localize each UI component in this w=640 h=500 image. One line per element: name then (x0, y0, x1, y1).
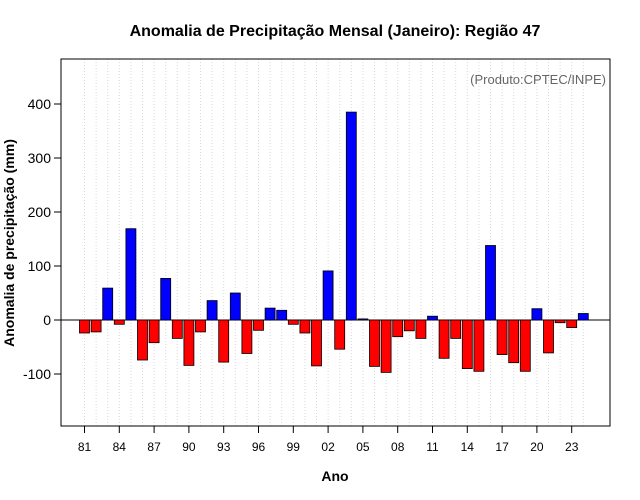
bar-1992 (206, 300, 218, 321)
bar-1996 (253, 319, 264, 331)
bar-2005 (357, 318, 369, 321)
x-tick-label: 08 (391, 440, 405, 454)
bars (79, 111, 589, 373)
x-tick-label: 87 (147, 440, 161, 454)
bar-2001 (311, 319, 322, 367)
bar-2019 (519, 319, 531, 372)
x-tick-label: 11 (426, 440, 439, 454)
bar-1990 (183, 319, 195, 366)
bar-2020 (531, 308, 543, 321)
bar-2010 (415, 319, 427, 339)
y-axis-label: Anomalia de precipitação (mm) (1, 139, 17, 347)
vertical-grid (84, 59, 584, 426)
bar-2012 (438, 319, 450, 359)
x-tick-label: 20 (530, 440, 544, 454)
y-axis: -100 0 100 200 300 400 (23, 96, 61, 382)
bar-1983 (102, 287, 114, 321)
bar-2023 (566, 319, 578, 328)
y-tick-label: 0 (43, 312, 51, 328)
y-tick-label: 300 (28, 150, 52, 166)
bar-1984 (113, 319, 125, 325)
bar-1991 (195, 319, 206, 333)
bar-2021 (543, 319, 554, 354)
bar-1982 (90, 319, 102, 333)
y-tick-label: 100 (28, 258, 52, 274)
y-tick-label: -100 (23, 366, 51, 382)
bar-2007 (380, 319, 392, 373)
x-axis-label: Ano (321, 468, 348, 484)
x-tick-label: 81 (78, 440, 92, 454)
bar-2004 (345, 111, 357, 321)
source-annotation: (Produto:CPTEC/INPE) (470, 72, 606, 87)
x-tick-label: 84 (113, 440, 127, 454)
bar-1988 (160, 277, 172, 321)
bar-2006 (369, 319, 380, 367)
bar-2017 (496, 319, 508, 355)
bar-2016 (485, 245, 496, 321)
bar-1981 (79, 319, 90, 334)
x-tick-label: 90 (182, 440, 196, 454)
chart-title: Anomalia de Precipitação Mensal (Janeiro… (130, 23, 541, 40)
bar-1995 (241, 319, 253, 354)
bar-1985 (125, 228, 137, 321)
x-tick-label: 05 (356, 440, 370, 454)
x-tick-label: 02 (321, 440, 335, 454)
bar-2015 (473, 319, 485, 372)
x-tick-label: 23 (565, 440, 579, 454)
bar-2000 (299, 319, 311, 334)
bar-1997 (264, 307, 276, 321)
x-tick-label: 14 (461, 440, 475, 454)
bar-1994 (229, 292, 241, 321)
x-tick-label: 99 (287, 440, 301, 454)
plot-frame (60, 58, 611, 427)
bar-1998 (276, 309, 288, 321)
bar-2014 (461, 319, 473, 369)
y-tick-label: 400 (28, 96, 52, 112)
x-tick-label: 96 (252, 440, 266, 454)
x-tick-label: 17 (495, 440, 509, 454)
bar-2018 (508, 319, 520, 364)
y-tick-label: 200 (28, 204, 52, 220)
bar-1986 (137, 319, 148, 361)
x-tick-label: 93 (217, 440, 231, 454)
bar-2009 (403, 319, 415, 332)
bar-2013 (450, 319, 462, 339)
bar-1999 (287, 319, 299, 325)
bar-2003 (334, 319, 346, 350)
bar-2024 (577, 313, 589, 321)
bar-1989 (171, 319, 183, 339)
bar-1987 (148, 319, 160, 344)
bar-2002 (322, 270, 334, 321)
bar-1993 (218, 319, 230, 363)
bar-2022 (554, 319, 566, 324)
bar-2008 (392, 319, 404, 338)
x-axis: 81 84 87 90 93 96 99 02 05 08 11 14 17 20 23 (78, 426, 579, 454)
bar-2011 (427, 315, 438, 321)
